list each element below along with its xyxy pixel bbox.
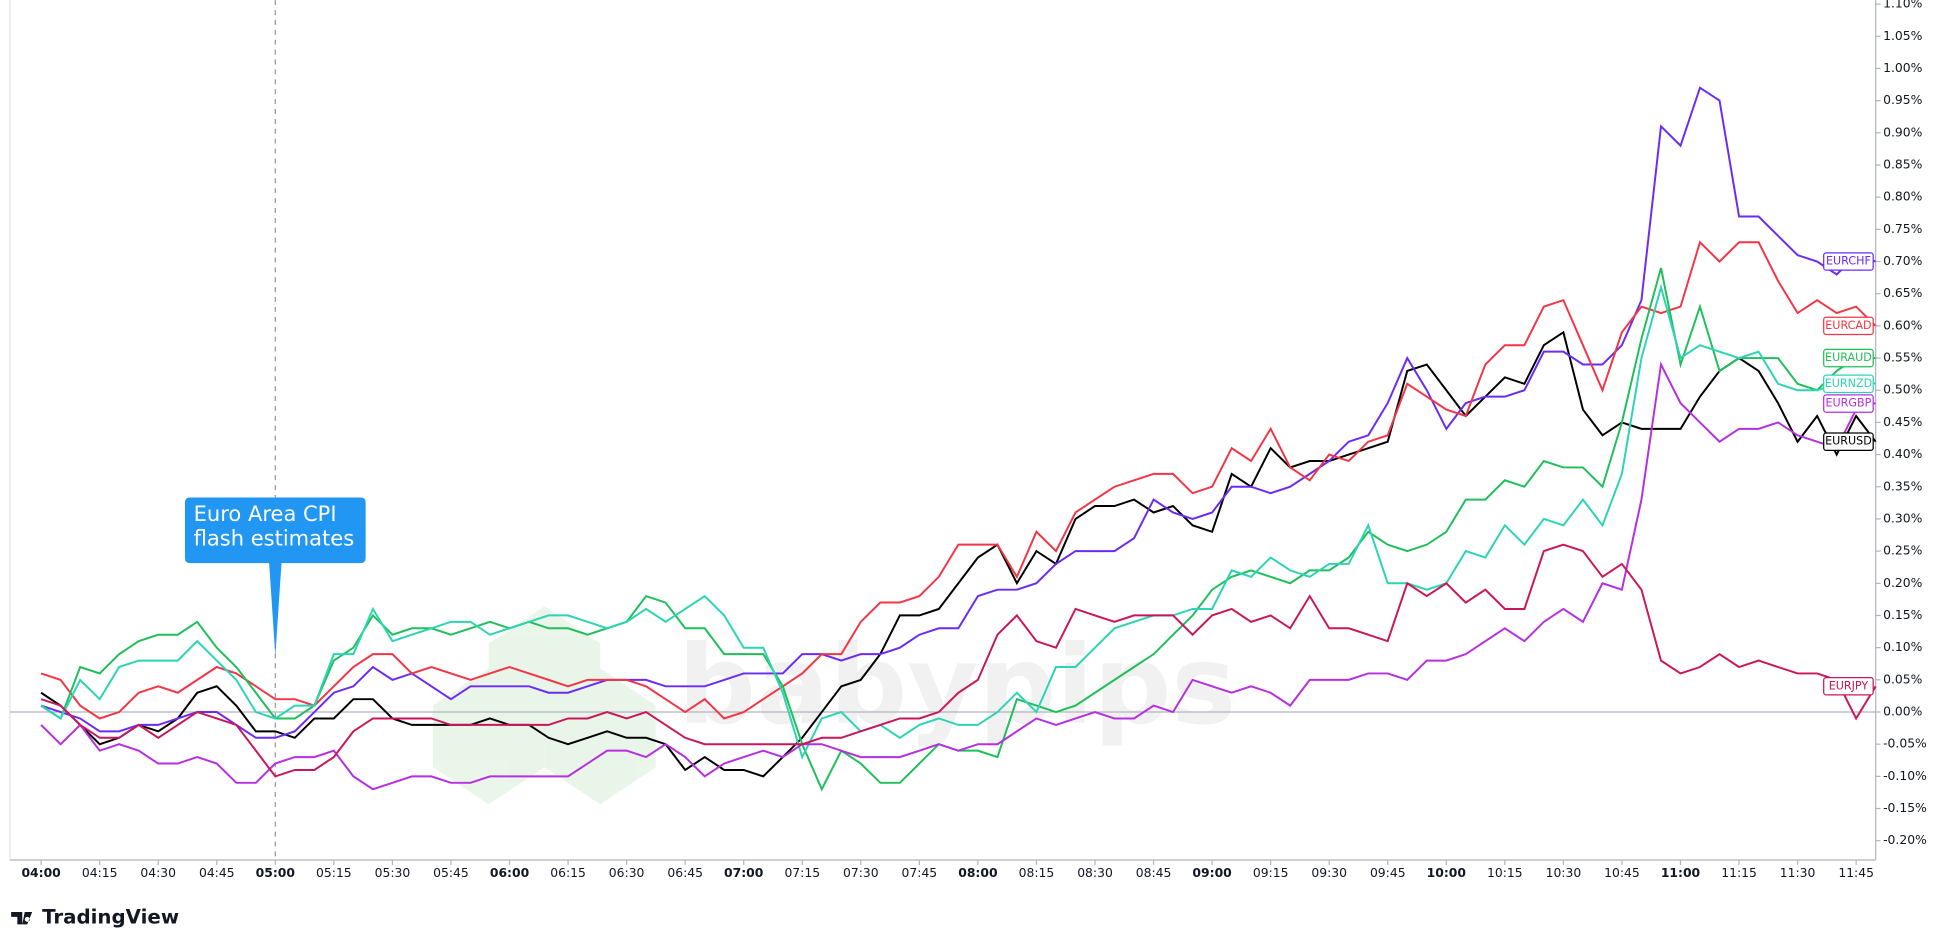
watermark-group: babypips <box>433 606 1236 805</box>
footer-logo <box>11 911 33 925</box>
y-tick-label: 0.75% <box>1883 222 1923 236</box>
y-tick-label: 0.10% <box>1883 640 1923 654</box>
x-tick-label: 05:45 <box>433 866 469 880</box>
x-tick-label: 11:15 <box>1721 866 1757 880</box>
x-tick-label: 08:15 <box>1019 866 1055 880</box>
y-tick-label: -0.10% <box>1883 769 1927 783</box>
x-tick-label: 08:00 <box>958 866 998 880</box>
watermark-logo <box>433 668 545 805</box>
x-tick-label: 05:00 <box>256 866 296 880</box>
legend-item: EURNZD <box>1823 374 1874 394</box>
legend-box <box>1823 676 1874 696</box>
y-tick-label: 0.80% <box>1883 190 1923 204</box>
x-tick-label: 05:15 <box>316 866 352 880</box>
x-tick-label: 06:15 <box>550 866 586 880</box>
y-tick-label: 0.60% <box>1883 318 1923 332</box>
watermark-logo <box>544 668 656 805</box>
y-tick-label: 0.65% <box>1883 286 1923 300</box>
x-tick-label: 07:15 <box>784 866 820 880</box>
y-tick-label: 0.30% <box>1883 511 1923 525</box>
legend-item: EURUSD <box>1823 432 1874 451</box>
x-tick-label: 08:30 <box>1077 866 1113 880</box>
legend-label: EURCHF <box>1826 255 1871 268</box>
series-line <box>40 543 1877 778</box>
series-line <box>40 86 1876 739</box>
x-tick-label: 08:45 <box>1136 866 1172 880</box>
x-tick-label: 09:45 <box>1370 866 1406 880</box>
y-tick-label: 0.85% <box>1883 157 1923 171</box>
x-tick-label: 07:00 <box>724 866 764 880</box>
legend-label: EURJPY <box>1829 679 1869 692</box>
legend-box <box>1823 394 1874 413</box>
legend-box <box>1823 374 1874 394</box>
legend-label: EURAUD <box>1825 351 1872 364</box>
x-tick-label: 07:45 <box>902 866 938 880</box>
series-line <box>40 283 1876 760</box>
legend-box <box>1823 432 1874 451</box>
annotation-callout <box>185 497 366 656</box>
x-tick-label: 06:30 <box>609 866 645 880</box>
y-tick-label: 1.00% <box>1883 61 1923 75</box>
x-tick-label: 09:15 <box>1253 866 1289 880</box>
legend-label: EURGBP <box>1826 397 1872 410</box>
series-line <box>40 240 1877 720</box>
y-tick-label: 0.45% <box>1883 415 1923 429</box>
x-tick-label: 09:30 <box>1311 866 1347 880</box>
y-tick-label: -0.20% <box>1883 833 1927 847</box>
y-tick-label: -0.05% <box>1883 737 1927 751</box>
x-tick-label: 06:00 <box>490 866 530 880</box>
annotation-text: flash estimates <box>194 526 355 551</box>
y-tick-label: 0.70% <box>1883 254 1923 268</box>
y-tick-label: 0.35% <box>1883 479 1923 493</box>
y-tick-label: 1.05% <box>1883 29 1923 43</box>
x-tick-label: 09:00 <box>1192 866 1232 880</box>
y-tick-label: 0.95% <box>1883 93 1923 107</box>
series-line <box>40 330 1877 778</box>
x-tick-label: 10:00 <box>1427 866 1467 880</box>
y-tick-label: 0.00% <box>1883 705 1923 719</box>
y-tick-label: 0.15% <box>1883 608 1923 622</box>
legend-label: EURUSD <box>1825 435 1872 448</box>
x-tick-label: 10:15 <box>1487 866 1523 880</box>
y-tick-label: 0.50% <box>1883 383 1923 397</box>
x-tick-label: 07:30 <box>843 866 879 880</box>
y-tick-label: -0.15% <box>1883 801 1927 815</box>
x-tick-label: 04:45 <box>199 866 235 880</box>
legend-item: EURCAD <box>1823 316 1874 336</box>
legend-box <box>1823 316 1874 336</box>
footer-text: TradingView <box>42 906 179 929</box>
legend-item: EURGBP <box>1823 394 1874 413</box>
legend-box <box>1823 348 1874 368</box>
legend-item: EURCHF <box>1823 252 1874 271</box>
series-line <box>40 361 1876 791</box>
y-tick-label: 1.10% <box>1883 0 1923 11</box>
legend-box <box>1823 252 1874 271</box>
x-tick-label: 11:30 <box>1780 866 1816 880</box>
y-tick-label: 0.90% <box>1883 125 1923 139</box>
y-tick-label: 0.05% <box>1883 672 1923 686</box>
annotation-text: Euro Area CPI <box>194 501 337 526</box>
x-tick-label: 11:00 <box>1661 866 1701 880</box>
y-tick-label: 0.40% <box>1883 447 1923 461</box>
y-tick-label: 0.25% <box>1883 544 1923 558</box>
x-tick-label: 11:45 <box>1838 866 1874 880</box>
watermark: babypips <box>678 622 1236 749</box>
x-tick-label: 10:30 <box>1546 866 1582 880</box>
footer: TradingView <box>11 906 179 929</box>
x-tick-label: 05:30 <box>375 866 411 880</box>
legend-label: EURCAD <box>1825 319 1871 332</box>
x-tick-label: 10:45 <box>1604 866 1640 880</box>
x-tick-label: 06:45 <box>667 866 703 880</box>
y-tick-label: 0.20% <box>1883 576 1923 590</box>
legend-label: EURNZD <box>1825 377 1872 390</box>
legend-item: EURAUD <box>1823 348 1874 368</box>
x-tick-label: 04:30 <box>140 866 176 880</box>
legend-item: EURJPY <box>1823 676 1874 696</box>
y-tick-label: 0.55% <box>1883 351 1923 365</box>
x-tick-label: 04:00 <box>21 866 61 880</box>
x-tick-label: 04:15 <box>82 866 118 880</box>
